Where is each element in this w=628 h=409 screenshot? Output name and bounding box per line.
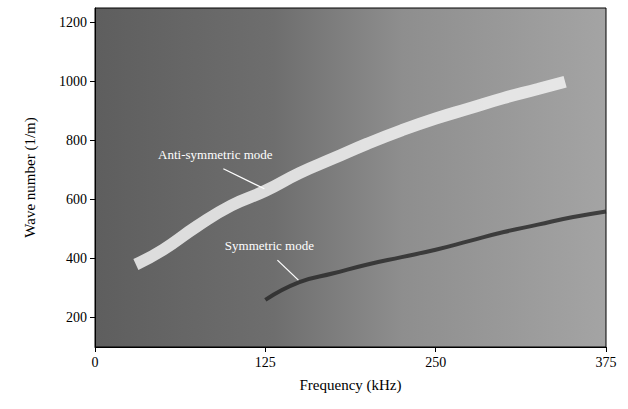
svg-text:Symmetric mode: Symmetric mode <box>225 238 314 253</box>
svg-text:375: 375 <box>596 355 617 370</box>
svg-text:Frequency (kHz): Frequency (kHz) <box>299 377 401 394</box>
svg-text:800: 800 <box>66 133 87 148</box>
svg-text:0: 0 <box>92 355 99 370</box>
svg-text:600: 600 <box>66 192 87 207</box>
svg-text:125: 125 <box>255 355 276 370</box>
svg-text:1200: 1200 <box>59 15 87 30</box>
svg-text:1000: 1000 <box>59 74 87 89</box>
svg-text:400: 400 <box>66 251 87 266</box>
svg-text:200: 200 <box>66 310 87 325</box>
svg-text:250: 250 <box>425 355 446 370</box>
svg-text:Anti-symmetric mode: Anti-symmetric mode <box>158 147 273 162</box>
svg-text:Wave number (1/m): Wave number (1/m) <box>22 117 39 237</box>
